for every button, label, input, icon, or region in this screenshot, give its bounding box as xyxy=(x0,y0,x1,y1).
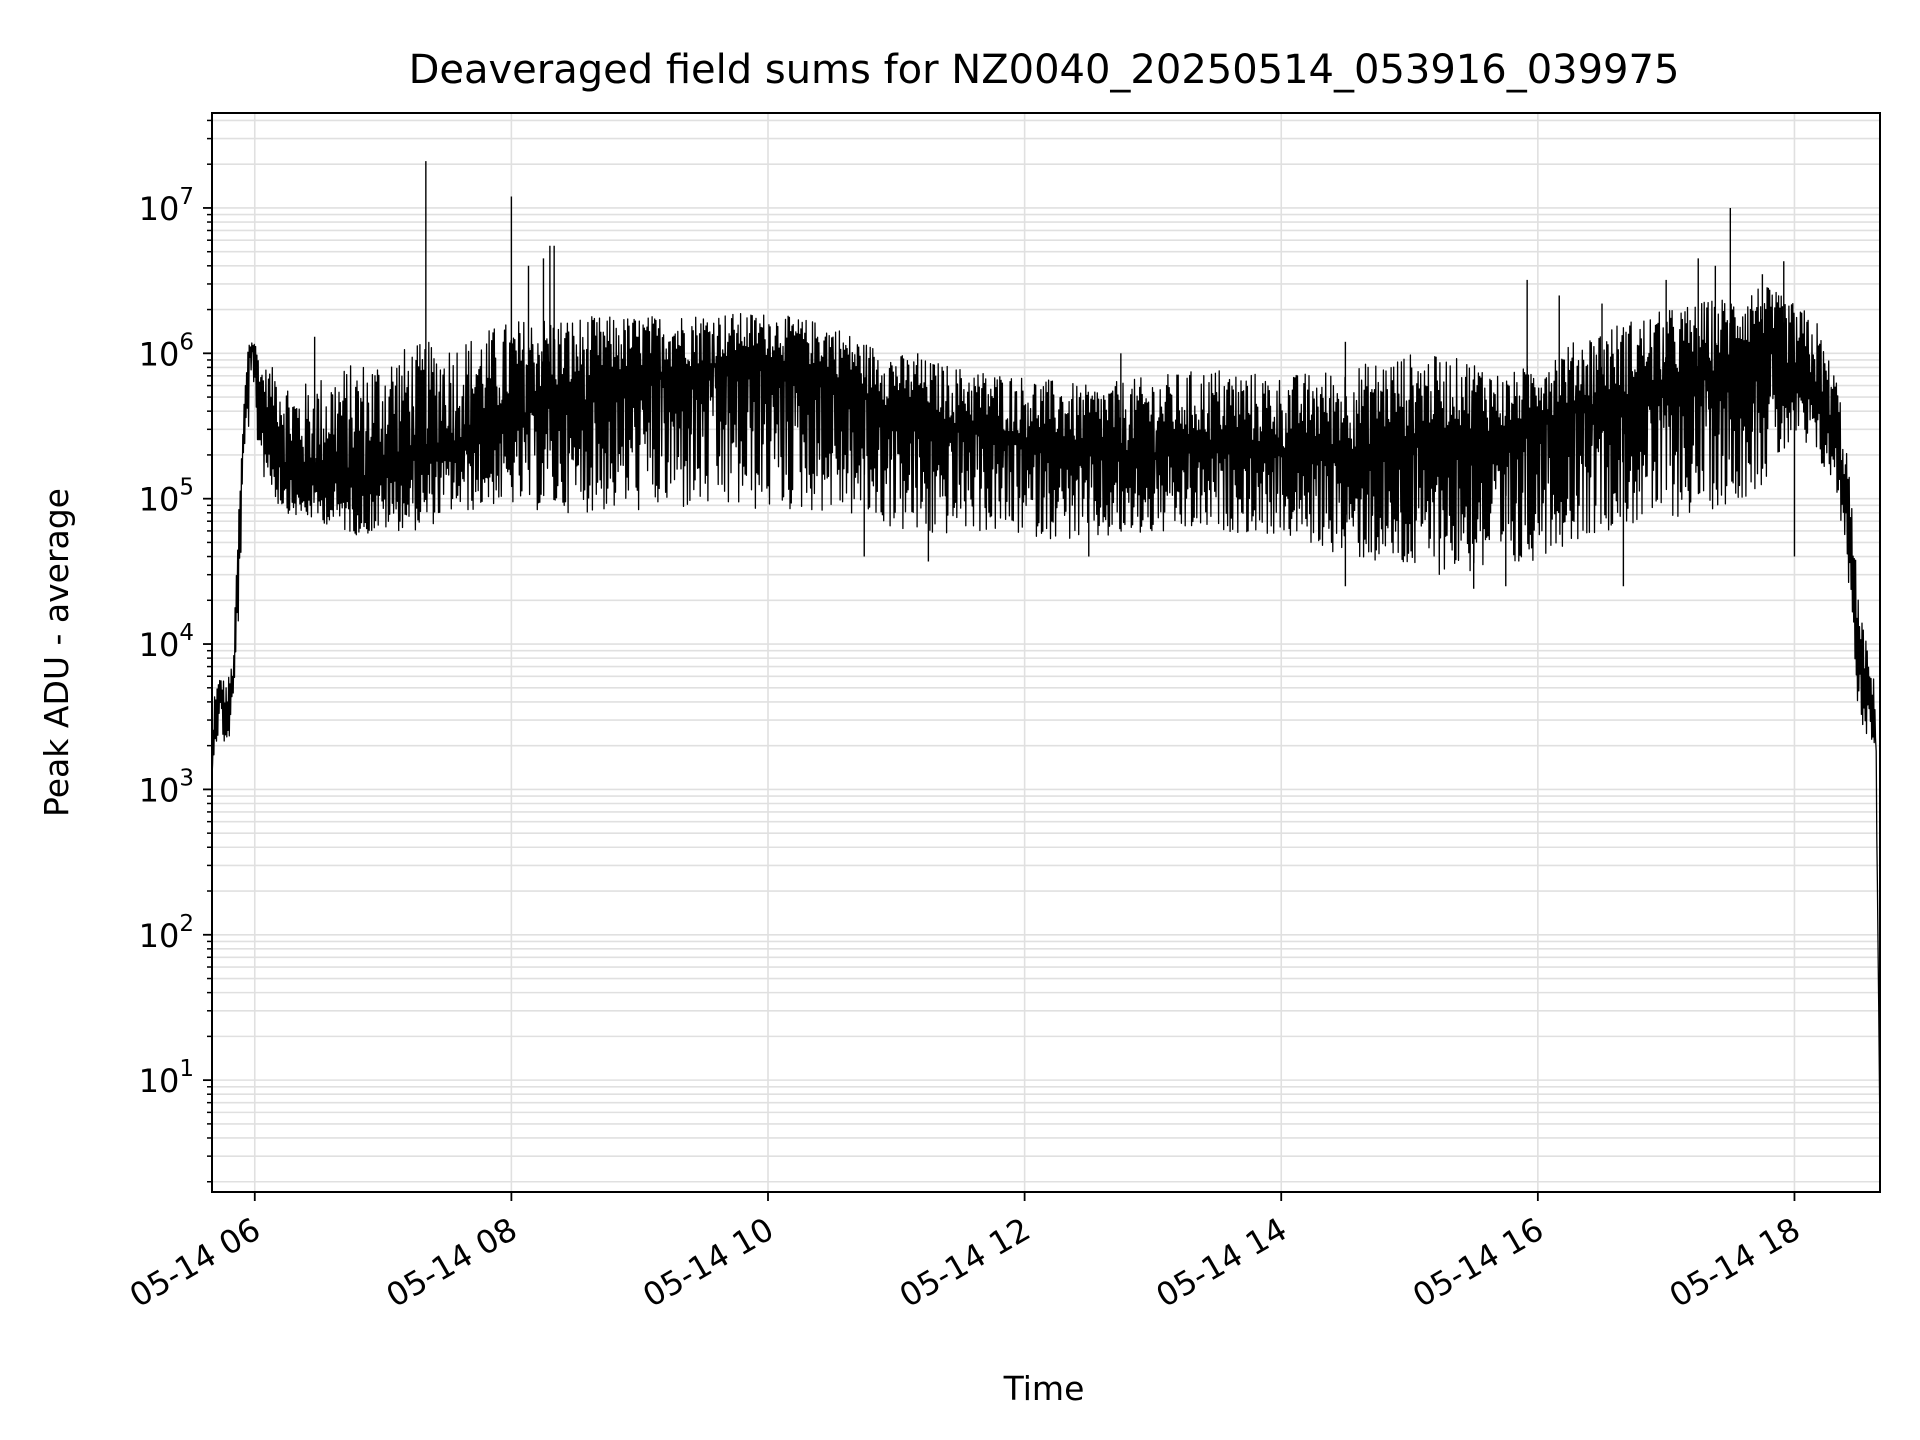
x-tick-label: 05-14 14 xyxy=(1150,1210,1294,1315)
plot-area xyxy=(212,161,1880,1139)
x-tick-label: 05-14 12 xyxy=(893,1210,1037,1315)
series-line xyxy=(212,287,1880,1139)
x-tick-label: 05-14 06 xyxy=(123,1210,267,1315)
x-axis-label: Time xyxy=(1003,1369,1085,1408)
y-tick-label: 106 xyxy=(139,329,194,373)
y-tick-label: 102 xyxy=(139,911,194,955)
y-tick-label: 101 xyxy=(139,1056,194,1100)
y-tick-label: 104 xyxy=(139,620,194,664)
x-tick-label: 05-14 16 xyxy=(1406,1210,1550,1315)
x-tick-label: 05-14 18 xyxy=(1663,1210,1807,1315)
plot-frame xyxy=(211,112,1881,1193)
y-tick-label: 103 xyxy=(139,765,194,809)
x-tick-label: 05-14 10 xyxy=(636,1210,780,1315)
x-axis: 05-14 06 05-14 08 05-14 10 05-14 12 05-14 14… xyxy=(123,1192,1806,1315)
chart-title: Deaveraged field sums for NZ0040_2025051… xyxy=(409,47,1680,93)
y-tick-label: 105 xyxy=(139,475,194,519)
y-axis-label: Peak ADU - average xyxy=(37,488,76,817)
y-axis: 101 102 103 104 105 106 107 xyxy=(139,119,212,1183)
y-tick-label: 107 xyxy=(139,184,194,228)
x-tick-label: 05-14 08 xyxy=(380,1210,524,1315)
grid xyxy=(212,113,1880,1192)
